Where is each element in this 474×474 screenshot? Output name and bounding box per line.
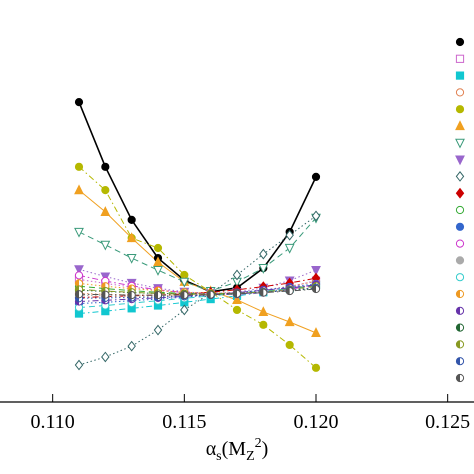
series-line <box>78 274 317 295</box>
data-point-half <box>286 287 290 295</box>
data-point <box>232 294 242 304</box>
legend-marker <box>455 54 465 63</box>
data-point <box>74 227 84 238</box>
data-point <box>232 269 242 281</box>
x-label-part: α <box>206 438 217 460</box>
x-label-part: s <box>216 449 221 464</box>
legend-marker <box>455 222 465 231</box>
legend-marker <box>455 205 465 215</box>
data-point <box>311 172 321 181</box>
x-axis-label: αs(MZ2) <box>206 436 269 464</box>
data-point-half <box>75 290 79 298</box>
legend-marker <box>455 88 465 97</box>
data-point <box>285 229 294 241</box>
x-tick-label: 0.120 <box>294 411 339 433</box>
legend-marker <box>455 187 465 199</box>
data-point-half <box>207 291 211 299</box>
legend-marker <box>455 71 465 80</box>
data-point <box>259 248 268 260</box>
legend-marker-half <box>456 290 460 298</box>
data-point <box>74 98 84 107</box>
data-point-half <box>180 291 185 299</box>
data-point <box>126 232 137 243</box>
data-point <box>284 243 295 254</box>
legend-marker-half <box>456 357 460 365</box>
data-point <box>100 240 111 251</box>
data-point <box>74 359 84 371</box>
data-point-half <box>128 291 132 299</box>
series-line <box>78 189 317 334</box>
legend-marker <box>455 138 465 149</box>
data-point <box>153 256 163 267</box>
data-point <box>285 340 294 350</box>
data-point <box>311 327 321 337</box>
series-line <box>78 277 317 298</box>
data-point <box>311 266 321 276</box>
data-point-half <box>75 279 79 288</box>
data-point <box>127 215 136 224</box>
data-point <box>101 186 110 195</box>
data-point <box>127 340 136 352</box>
legend-marker <box>455 120 465 131</box>
data-point <box>259 320 268 329</box>
data-point <box>100 206 111 216</box>
series-line <box>78 166 317 369</box>
x-tick-label: 0.115 <box>162 411 206 433</box>
data-point <box>153 324 163 336</box>
series-line <box>78 215 317 366</box>
data-point <box>258 264 269 274</box>
x-tick-label: 0.125 <box>425 411 470 433</box>
legend-marker <box>455 170 465 182</box>
legend-marker <box>455 155 465 166</box>
data-point-half <box>312 285 316 293</box>
data-point <box>153 266 163 276</box>
legend-marker-half <box>456 307 460 315</box>
data-point <box>284 316 295 327</box>
legend-marker <box>455 105 465 114</box>
x-tick-label: 0.110 <box>31 411 75 433</box>
data-point <box>74 265 84 276</box>
legend-marker <box>455 273 465 282</box>
x-label-part: (M <box>222 438 247 460</box>
data-point <box>74 162 84 171</box>
data-point <box>74 184 84 195</box>
legend-marker-half <box>456 374 460 382</box>
x-label-part: 2 <box>255 436 262 451</box>
x-label-part: Z <box>246 449 255 464</box>
data-point <box>179 277 190 288</box>
data-point-half <box>101 291 106 299</box>
data-point-half <box>233 290 237 298</box>
legend-marker <box>455 256 465 265</box>
data-point <box>101 162 110 171</box>
series-line <box>78 284 317 315</box>
data-point-half <box>154 291 158 299</box>
series-line <box>78 101 317 293</box>
data-point <box>153 243 163 253</box>
data-point-half <box>259 289 264 297</box>
data-point <box>180 304 189 316</box>
data-point <box>311 210 321 222</box>
series-line <box>78 217 317 292</box>
legend-marker <box>455 37 465 47</box>
data-point <box>101 351 110 363</box>
legend-marker-half <box>456 340 460 348</box>
x-label-part: ) <box>262 438 269 460</box>
series-line <box>78 268 317 294</box>
data-point <box>311 363 321 372</box>
legend-marker <box>455 239 465 248</box>
data-point <box>74 271 84 280</box>
series-line <box>78 284 317 302</box>
data-point <box>126 253 137 264</box>
legend-marker-half <box>456 324 460 332</box>
data-point <box>232 305 242 315</box>
data-point <box>258 306 269 317</box>
